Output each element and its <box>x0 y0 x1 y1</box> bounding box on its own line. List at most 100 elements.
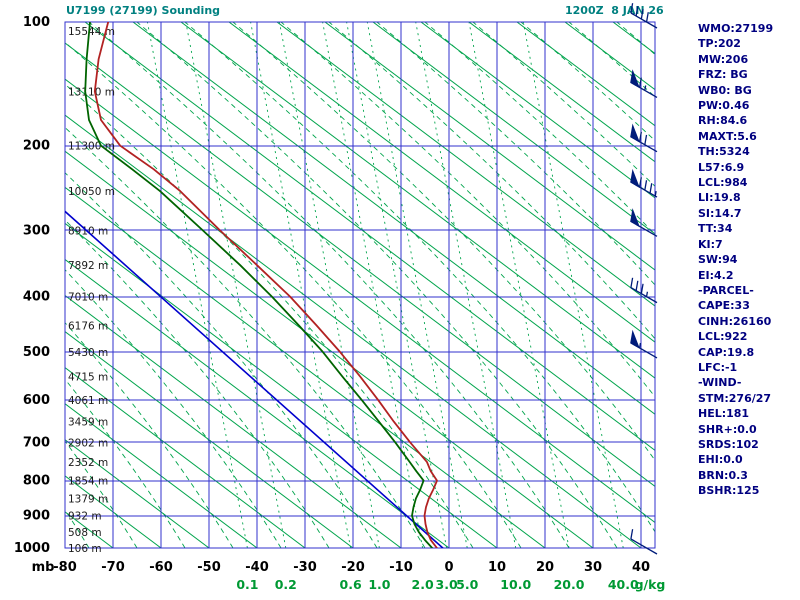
stat-line: WB0: BG <box>698 83 752 97</box>
dry-adiabat-line <box>276 22 655 307</box>
temperature-tick-label: -80 <box>53 560 77 575</box>
moist-adiabat-line <box>65 378 186 548</box>
temperature-tick-label: 0 <box>444 560 453 575</box>
height-label: 10050 m <box>68 186 115 198</box>
stat-line: PW:0.46 <box>698 99 750 113</box>
moist-adiabat-line <box>65 269 282 548</box>
stat-line: KI:7 <box>698 237 723 251</box>
moist-adiabat-line <box>65 83 474 548</box>
wind-barb <box>630 3 658 29</box>
mixing-ratio-label: 0.2 <box>275 577 297 592</box>
parcel-trace <box>65 210 444 548</box>
pressure-tick-label: 1000 <box>14 541 50 556</box>
dry-adiabat-line <box>420 22 655 199</box>
wind-barb <box>630 208 658 237</box>
pressure-tick-label: 900 <box>23 509 50 524</box>
height-label: 4061 m <box>68 395 108 407</box>
moist-adiabat-line <box>65 41 522 548</box>
dry-adiabat-line <box>65 150 594 548</box>
pressure-tick-label: 100 <box>23 15 50 30</box>
height-label: 2352 m <box>68 457 108 469</box>
barb-full <box>640 283 644 294</box>
moist-adiabat-line <box>472 22 655 187</box>
dry-adiabat-line <box>65 294 402 548</box>
pressure-tick-label: 700 <box>23 435 50 450</box>
temperature-tick-label: -20 <box>341 560 365 575</box>
pressure-tick-label: 500 <box>23 345 50 360</box>
stat-line: EI:4.2 <box>698 268 734 282</box>
stat-line: CINH:26160 <box>698 314 772 328</box>
barb-staff <box>630 287 658 304</box>
pressure-tick-label: 200 <box>23 139 50 154</box>
stat-line: SI:14.7 <box>698 206 742 220</box>
stats-panel: WMO:27199 TP:202 MW:206 FRZ: BG WB0: BG PW:0.… <box>698 21 773 499</box>
mixing-ratio-unit-label: g/kg <box>635 577 666 592</box>
stat-line: LI:19.8 <box>698 191 741 205</box>
stat-line: WMO:27199 <box>698 22 774 35</box>
stat-line: TH:5324 <box>698 145 750 159</box>
barb-full <box>630 529 634 540</box>
barb-full <box>638 77 642 88</box>
pressure-tick-label: 300 <box>23 223 50 238</box>
barb-pennant <box>630 329 641 349</box>
height-label: 932 m <box>68 511 102 523</box>
barb-half <box>644 85 647 91</box>
temperature-tick-label: -50 <box>197 560 221 575</box>
dry-adiabat-line <box>65 42 655 488</box>
dry-adiabat-line <box>372 22 655 235</box>
barb-full <box>635 6 639 17</box>
stat-line: L57:6.9 <box>698 160 745 174</box>
chart-datetime: 1200Z 8 JAN 26 <box>565 4 664 17</box>
barb-full <box>645 12 649 23</box>
temperature-tick-label: 10 <box>488 560 506 575</box>
dry-adiabat-line <box>65 186 546 548</box>
stat-line: TP:202 <box>698 37 741 51</box>
stat-line: -WIND- <box>698 376 742 390</box>
mixing-ratio-line <box>468 22 570 548</box>
height-label: 3459 m <box>68 417 108 429</box>
moist-adiabat-line <box>65 321 234 548</box>
adiabat-grid <box>65 22 655 548</box>
mixing-ratio-label: 3.0 <box>436 577 458 592</box>
stat-line: RH:84.6 <box>698 114 748 128</box>
barb-full <box>638 177 642 188</box>
stat-line: STM:276/27 <box>698 391 772 405</box>
temperature-tick-label: -40 <box>245 560 269 575</box>
moist-adiabat-line <box>65 126 426 548</box>
mixing-ratio-label: 0.6 <box>340 577 362 592</box>
barb-pennant <box>630 168 641 189</box>
stat-line: LCL:984 <box>698 176 748 190</box>
wind-barb <box>630 168 658 198</box>
stat-line: MAXT:5.6 <box>698 129 757 143</box>
wind-barb <box>630 277 658 304</box>
stat-line: -PARCEL- <box>698 283 754 297</box>
barb-full <box>644 180 648 191</box>
barb-full <box>644 134 648 145</box>
stat-line: SRDS:102 <box>698 437 759 451</box>
mixing-ratio-axis: 0.1 0.2 0.6 1.0 2.0 3.05.0 10.0 20.0 40.0g/kg <box>236 577 665 592</box>
mixing-ratio-label: 5.0 <box>456 577 478 592</box>
height-label: 13110 m <box>68 86 115 98</box>
temperature-tick-label: -30 <box>293 560 317 575</box>
barb-pennant <box>630 69 641 89</box>
wind-barb <box>630 329 658 359</box>
dry-adiabat-line <box>65 367 306 548</box>
pressure-temp-grid <box>64 21 656 549</box>
moist-adiabat-line <box>65 172 378 548</box>
mixing-ratio-line <box>146 22 248 548</box>
dry-adiabat-line <box>468 22 655 163</box>
temperature-trace <box>93 22 438 548</box>
dry-adiabat-line <box>65 258 450 548</box>
mixing-ratio-label: 1.0 <box>368 577 390 592</box>
dry-adiabat-line <box>65 403 258 548</box>
moist-adiabat-line <box>184 22 655 533</box>
stat-line: BSHR:125 <box>698 484 760 498</box>
wind-barb <box>630 123 658 153</box>
dry-adiabat-line <box>84 22 655 451</box>
mixing-ratio-line <box>278 22 380 548</box>
dry-adiabat-line <box>228 22 655 343</box>
moist-adiabat-line <box>65 440 138 548</box>
wind-barb <box>630 69 658 98</box>
mixing-ratio-label: 0.1 <box>236 577 258 592</box>
